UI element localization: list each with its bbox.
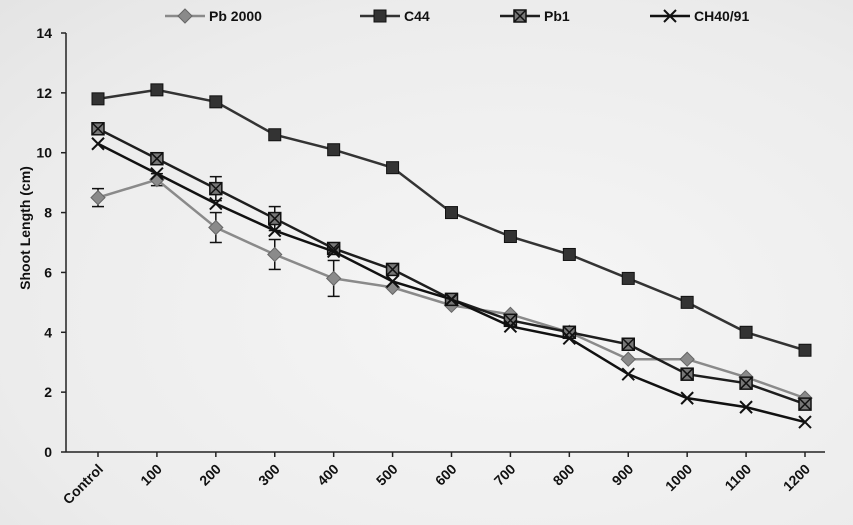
data-point bbox=[209, 196, 223, 211]
legend-label: C44 bbox=[404, 8, 430, 24]
data-point bbox=[209, 95, 223, 109]
legend-label: CH40/91 bbox=[694, 8, 749, 24]
data-point bbox=[444, 292, 459, 307]
data-point bbox=[150, 83, 164, 97]
marker-cross bbox=[798, 397, 812, 411]
data-point bbox=[679, 351, 695, 367]
series-group bbox=[90, 83, 813, 429]
x-tick-label: Control bbox=[60, 461, 107, 508]
data-point bbox=[445, 206, 458, 220]
data-point bbox=[503, 230, 517, 244]
legend-label: Pb1 bbox=[544, 8, 570, 24]
legend-item: Pb1 bbox=[500, 8, 570, 24]
data-point bbox=[268, 211, 282, 226]
data-point bbox=[91, 122, 105, 136]
series-line bbox=[97, 142, 806, 424]
x-tick-label: 1200 bbox=[780, 461, 813, 494]
data-point bbox=[621, 271, 635, 285]
data-point bbox=[620, 351, 636, 367]
data-point bbox=[268, 128, 282, 142]
x-tick-label: 900 bbox=[609, 461, 637, 489]
data-point bbox=[209, 181, 223, 196]
marker-cross bbox=[209, 182, 223, 196]
data-point bbox=[739, 400, 753, 414]
x-tick-label: 700 bbox=[491, 461, 519, 489]
x-tick-label: 200 bbox=[196, 461, 224, 489]
legend-marker bbox=[663, 9, 677, 23]
data-point bbox=[385, 262, 400, 277]
x-tick-label: 300 bbox=[255, 461, 283, 489]
y-tick-label: 12 bbox=[36, 85, 52, 101]
data-point bbox=[680, 367, 694, 381]
data-point bbox=[325, 270, 342, 287]
y-axis-title: Shoot Length (cm) bbox=[17, 166, 33, 290]
x-tick-label: 100 bbox=[137, 461, 165, 489]
data-point bbox=[268, 223, 282, 238]
y-tick-label: 4 bbox=[44, 324, 52, 340]
data-point bbox=[621, 337, 635, 352]
data-point bbox=[386, 161, 400, 175]
data-point bbox=[680, 391, 694, 405]
legend-marker bbox=[513, 9, 527, 23]
marker-cross bbox=[91, 122, 105, 136]
marker-cross bbox=[386, 262, 400, 276]
legend-marker bbox=[373, 9, 387, 23]
x-tick-label: 1100 bbox=[721, 461, 754, 494]
series-pb1 bbox=[91, 122, 812, 411]
y-tick-label: 8 bbox=[44, 205, 52, 221]
y-tick-label: 10 bbox=[36, 145, 52, 161]
data-point bbox=[798, 397, 812, 411]
data-point bbox=[680, 295, 694, 309]
data-point bbox=[385, 274, 400, 289]
legend-label: Pb 2000 bbox=[209, 8, 262, 24]
legend: Pb 2000 C44 Pb1 CH40/91 bbox=[165, 8, 749, 24]
legend-item: Pb 2000 bbox=[165, 8, 262, 24]
data-point bbox=[621, 367, 635, 381]
x-tick-label: 500 bbox=[373, 461, 401, 489]
data-point bbox=[150, 166, 164, 181]
x-tick-label: 600 bbox=[432, 461, 460, 489]
data-point bbox=[267, 246, 283, 263]
marker-cross bbox=[621, 337, 635, 351]
y-tick-label: 0 bbox=[44, 444, 52, 460]
data-point bbox=[208, 219, 224, 236]
x-tick-label: 1000 bbox=[662, 461, 695, 494]
data-point bbox=[798, 415, 812, 429]
data-point bbox=[90, 189, 106, 206]
data-point bbox=[562, 331, 577, 345]
data-point bbox=[150, 151, 164, 166]
data-point bbox=[739, 376, 753, 390]
data-point bbox=[798, 343, 812, 357]
marker-cross bbox=[513, 9, 527, 23]
series-ch40-91 bbox=[91, 137, 812, 429]
marker-cross bbox=[739, 376, 753, 390]
data-point bbox=[503, 319, 518, 334]
y-tick-label: 14 bbox=[36, 25, 52, 41]
legend-item: CH40/91 bbox=[650, 8, 749, 24]
marker-cross bbox=[150, 152, 164, 166]
data-point bbox=[326, 244, 341, 259]
data-point bbox=[91, 137, 105, 151]
legend-item: C44 bbox=[360, 8, 430, 24]
legend-marker bbox=[177, 8, 193, 24]
data-point bbox=[739, 325, 753, 339]
axes: 0 2 4 6 8 10 12 14 Control 100 200 300 400 500 600 700 8… bbox=[36, 25, 825, 507]
data-point bbox=[327, 143, 341, 157]
x-tick-label: 800 bbox=[550, 461, 578, 489]
data-point bbox=[91, 92, 105, 106]
y-tick-label: 2 bbox=[44, 384, 52, 400]
x-tick-label: 400 bbox=[314, 461, 342, 489]
marker-cross bbox=[680, 367, 694, 381]
marker-cross bbox=[268, 212, 282, 226]
y-tick-label: 6 bbox=[44, 264, 52, 280]
series-c44 bbox=[91, 83, 812, 357]
data-point bbox=[562, 247, 576, 261]
